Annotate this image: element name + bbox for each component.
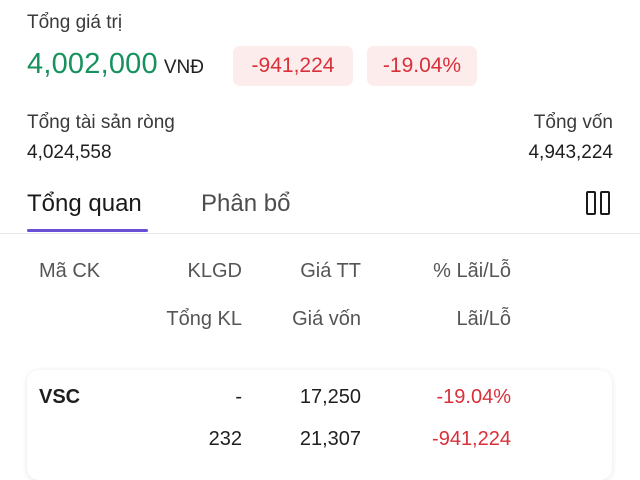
tab-overview-underline: [27, 229, 148, 232]
net-assets-label: Tổng tài sản ròng: [27, 112, 175, 133]
total-value-block: 4,002,000 VNĐ: [27, 48, 204, 81]
tabs-divider: [0, 233, 640, 234]
columns-icon[interactable]: [586, 191, 610, 215]
change-percent-badge: -19.04%: [367, 46, 477, 86]
columns-icon-right: [600, 191, 610, 215]
holding-code: VSC: [39, 386, 81, 408]
holding-total-volume: 232: [208, 428, 242, 450]
header-total-volume: Tổng KL: [166, 308, 242, 330]
net-assets-value: 4,024,558: [27, 142, 112, 163]
header-volume: KLGD: [187, 260, 242, 282]
header-cost-price: Giá vốn: [292, 308, 361, 330]
holding-pl: -941,224: [432, 428, 511, 450]
holding-cost-price: 21,307: [299, 428, 361, 450]
total-value: 4,002,000: [27, 48, 158, 80]
holding-volume: -: [235, 386, 242, 408]
total-value-label: Tổng giá trị: [27, 12, 123, 33]
header-code: Mã CK: [39, 260, 101, 282]
change-amount-badge: -941,224: [233, 46, 353, 86]
header-pl-percent: % Lãi/Lỗ: [433, 260, 511, 282]
header-market-price: Giá TT: [300, 260, 361, 282]
columns-icon-left: [586, 191, 596, 215]
header-pl: Lãi/Lỗ: [456, 308, 512, 330]
currency-label: VNĐ: [163, 57, 204, 78]
holding-market-price: 17,250: [299, 386, 361, 408]
tab-allocation[interactable]: Phân bổ: [201, 190, 291, 217]
tab-overview[interactable]: Tổng quan: [27, 190, 142, 217]
capital-value: 4,943,224: [528, 142, 613, 163]
holding-pl-percent: -19.04%: [436, 386, 512, 408]
capital-label: Tổng vốn: [533, 112, 613, 133]
